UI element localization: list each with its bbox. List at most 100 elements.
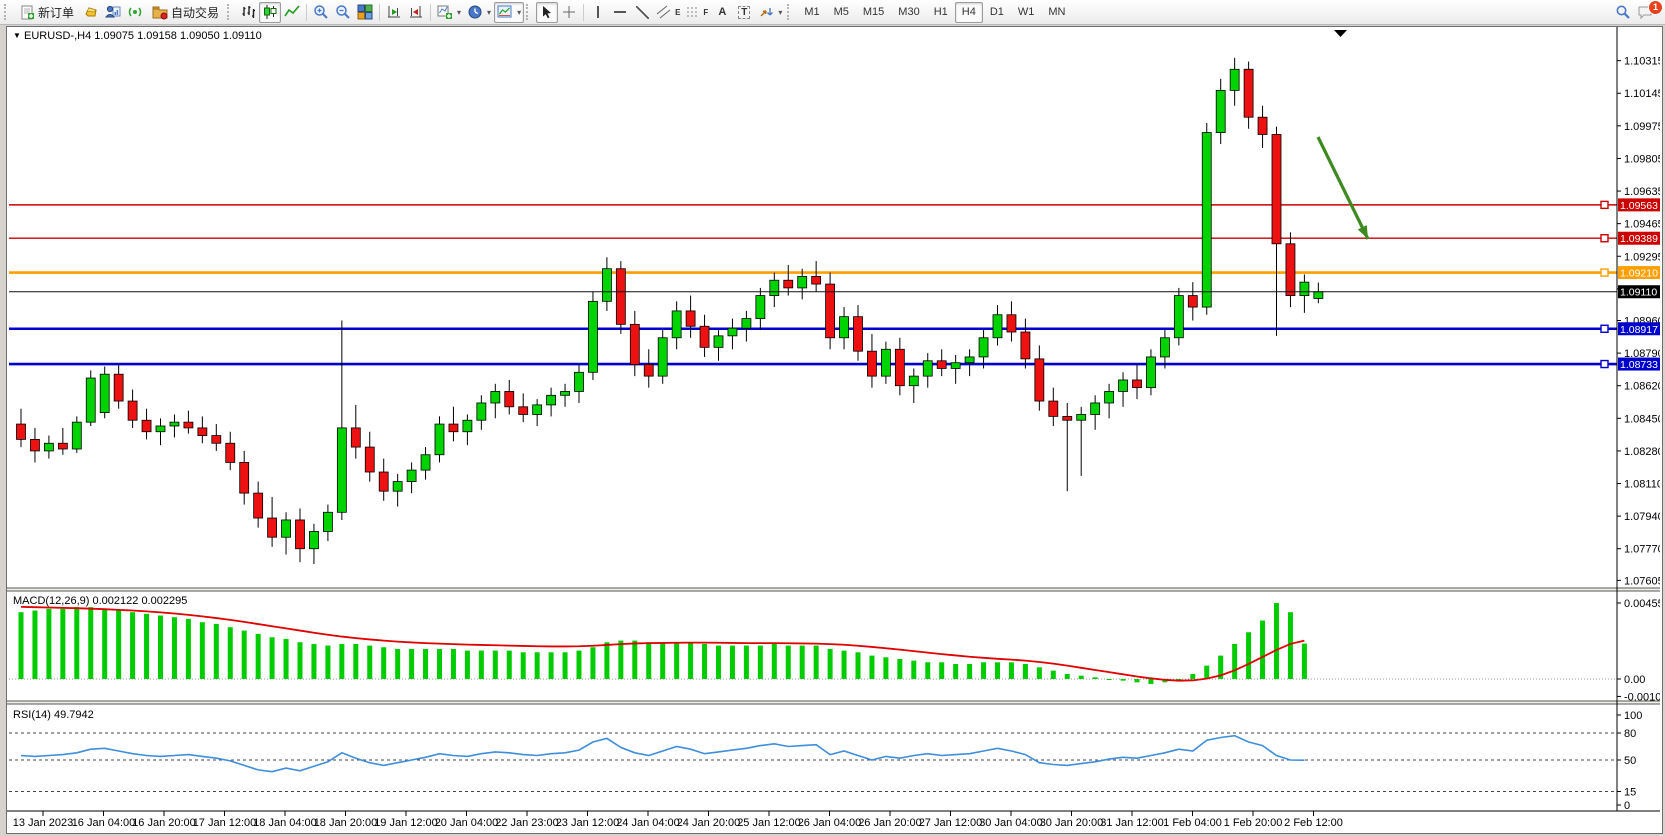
svg-text:1.07770: 1.07770 [1624,544,1660,556]
svg-text:2 Feb 12:00: 2 Feb 12:00 [1284,817,1343,829]
svg-text:-0.001043: -0.001043 [1624,691,1660,703]
dropdown-caret-icon: ▾ [457,7,462,17]
signals-button[interactable] [124,2,146,23]
new-order-button[interactable]: 新订单 [14,2,80,23]
main-toolbar: 新订单 自动交易 [0,0,1665,25]
price-axis[interactable]: 1.10315 1.10145 1.09975 1.09805 1.09635 1.094… [1617,56,1664,588]
crosshair-tool-button[interactable] [558,2,580,23]
candlestick-chart-button[interactable] [259,1,282,23]
zoom-out-icon [336,5,350,19]
search-button[interactable] [1612,2,1634,23]
timeframe-button-M15[interactable]: M15 [862,6,885,18]
timeframe-button-M1[interactable]: M1 [804,6,820,18]
svg-text:1.09975: 1.09975 [1624,121,1660,133]
svg-text:25 Jan 12:00: 25 Jan 12:00 [737,817,801,829]
svg-text:13 Jan 2023: 13 Jan 2023 [13,817,74,829]
arrows-icon [760,8,774,17]
rsi-value: 49.7942 [53,709,94,721]
symbol-dropdown-marker-icon[interactable]: ▼ [13,31,21,40]
clock-icon [468,5,482,19]
indicators-button[interactable]: ▾ [434,2,464,23]
text-label-icon: T [738,5,751,19]
bar-chart-button[interactable] [237,2,259,23]
horizontal-line-tool-button[interactable] [609,2,631,23]
horizontal-level-lines[interactable] [9,200,1617,369]
candlesticks [16,57,1324,565]
timeframe-button-H1[interactable]: H1 [933,6,948,18]
toolbar-separator [306,3,308,21]
dropdown-caret-icon: ▾ [778,7,783,17]
auto-scroll-button[interactable] [383,2,405,23]
svg-text:15: 15 [1624,787,1636,799]
auto-trading-button[interactable]: 自动交易 [146,2,225,23]
macd-name: MACD(12,26,9) [13,595,90,607]
svg-text:30 Jan 04:00: 30 Jan 04:00 [979,817,1043,829]
vertical-line-tool-button[interactable] [587,2,609,23]
timeframe-button-M5[interactable]: M5 [833,6,849,18]
svg-text:27 Jan 12:00: 27 Jan 12:00 [919,817,983,829]
chart-header: ▼ EURUSD-,H4 1.09075 1.09158 1.09050 1.0… [13,30,262,42]
data-window-button[interactable] [102,2,124,23]
timeframe-button-M30[interactable]: M30 [898,6,920,18]
chart-shift-button[interactable] [405,2,427,23]
timeframe-button-H4[interactable]: H4 [954,1,983,23]
zoom-in-button[interactable] [310,2,332,23]
profile-chart-icon [105,5,121,18]
svg-text:1.08733: 1.08733 [1620,359,1658,371]
quote-close: 1.09110 [222,30,262,42]
toolbar-grip[interactable] [4,4,10,20]
svg-text:31 Jan 12:00: 31 Jan 12:00 [1100,817,1164,829]
svg-text:16 Jan 04:00: 16 Jan 04:00 [72,817,136,829]
svg-text:18 Jan 20:00: 18 Jan 20:00 [314,817,378,829]
timeframe-button-MN[interactable]: MN [1048,6,1066,18]
fibonacci-tool-button[interactable]: F [683,2,711,23]
svg-text:1.08917: 1.08917 [1620,324,1658,336]
channel-sub-glyph: E [675,7,681,17]
macd-signal-value: 0.002295 [141,595,188,607]
line-chart-button[interactable] [281,2,303,23]
tile-windows-icon [357,4,373,20]
templates-button[interactable]: ▾ [494,1,525,23]
chart-shift-icon [410,6,423,18]
channel-tool-button[interactable]: E [653,2,683,23]
timeframe-group: M1 M5 M15 M30 H1 H4 D1 W1 MN [797,1,1072,23]
text-label-tool-button[interactable]: T [733,2,755,23]
svg-text:20 Jan 04:00: 20 Jan 04:00 [435,817,499,829]
cursor-icon [543,6,552,19]
notifications-button[interactable]: 1 [1634,0,1663,23]
svg-text:1.09295: 1.09295 [1624,251,1660,263]
current-price-tag [1618,285,1660,299]
rsi-label: RSI(14) 49.7942 [13,709,94,721]
toolbar-grip[interactable] [227,4,233,20]
text-tool-button[interactable]: A [711,2,733,23]
toolbar-separator [430,3,432,21]
quote-open: 1.09075 [94,30,135,42]
periods-button[interactable]: ▾ [464,2,494,23]
fibo-sub-glyph: F [703,7,709,17]
zoom-in-icon [314,5,328,19]
svg-text:1.09563: 1.09563 [1620,200,1658,212]
fibonacci-icon [687,7,700,17]
arrows-tool-button[interactable]: ▾ [755,2,785,23]
svg-text:30 Jan 20:00: 30 Jan 20:00 [1040,817,1104,829]
svg-text:1.07605: 1.07605 [1624,575,1660,587]
market-watch-button[interactable] [80,2,102,23]
text-tool-icon: A [718,6,727,18]
toolbar-grip[interactable] [787,4,793,20]
chart-symbol-period: EURUSD-,H4 [23,30,92,42]
timeframe-button-W1[interactable]: W1 [1017,6,1035,18]
chart-shift-marker-icon[interactable] [1334,30,1347,37]
toolbar-grip[interactable] [526,4,532,20]
svg-text:1.07940: 1.07940 [1624,511,1660,523]
trend-arrow-annotation[interactable] [1316,136,1370,240]
trendline-tool-button[interactable] [631,2,653,23]
cursor-tool-button[interactable] [536,1,559,23]
tile-windows-button[interactable] [354,2,376,23]
svg-text:1 Feb 04:00: 1 Feb 04:00 [1163,817,1222,829]
bar-chart-icon [242,6,256,18]
chart-canvas[interactable]: 1.10315 1.10145 1.09975 1.09805 1.09635 1.094… [7,27,1665,831]
chart-window[interactable]: ▼ EURUSD-,H4 1.09075 1.09158 1.09050 1.0… [6,26,1665,834]
timeframe-button-D1[interactable]: D1 [989,6,1004,18]
zoom-out-button[interactable] [332,2,354,23]
